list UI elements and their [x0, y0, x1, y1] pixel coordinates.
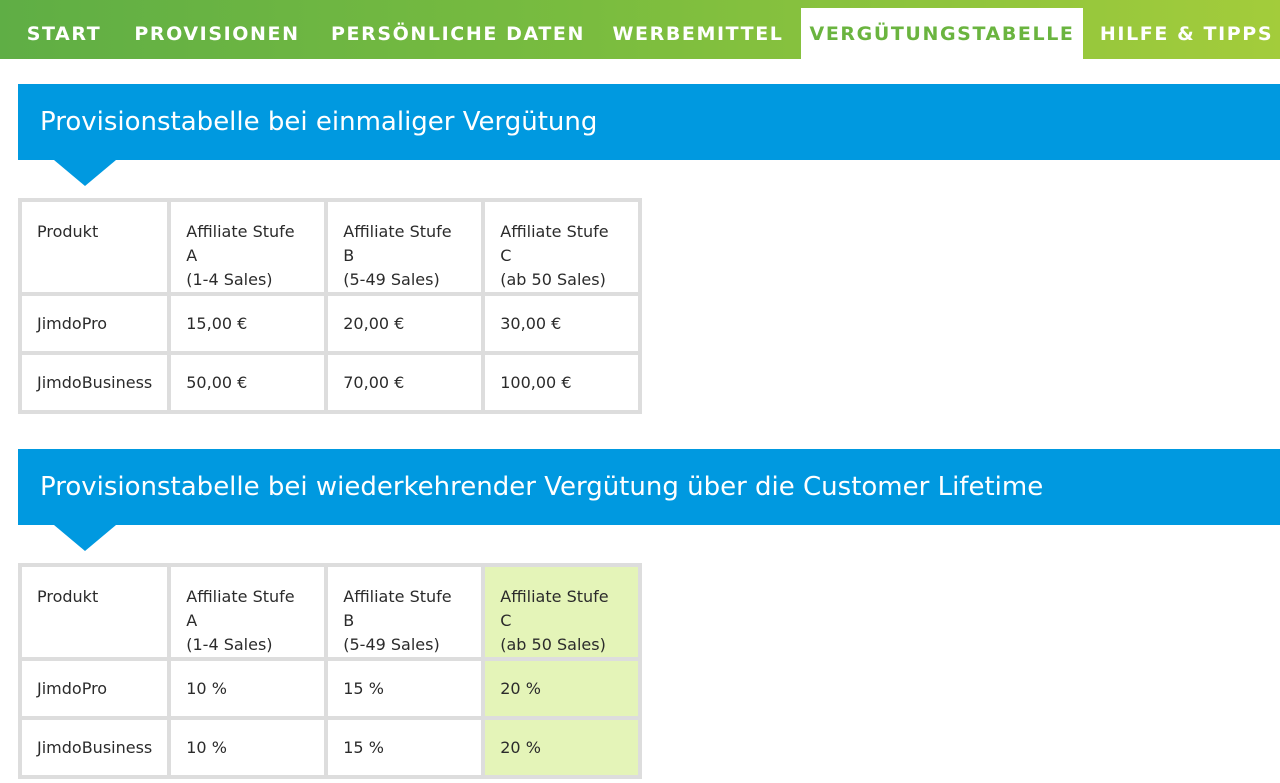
header-cell-produkt: Produkt [22, 567, 168, 657]
header-line1: Affiliate Stufe B [343, 587, 452, 630]
section-two-title: Provisionstabelle bei wiederkehrender Ve… [40, 472, 1044, 502]
table-header-row: Produkt Affiliate Stufe A (1-4 Sales) Aff… [22, 567, 639, 657]
nav-tab-persoenliche-daten[interactable]: PERSÖNLICHE DATEN [331, 22, 585, 45]
header-line1: Affiliate Stufe C [500, 587, 609, 630]
header-cell-stufe-c-highlighted: Affiliate Stufe C (ab 50 Sales) [485, 567, 639, 657]
header-cell-stufe-a: Affiliate Stufe A (1-4 Sales) [171, 202, 325, 292]
table-row: JimdoBusiness 50,00 € 70,00 € 100,00 € [22, 355, 639, 410]
table-cell-value: 15 % [328, 720, 482, 775]
header-line1: Affiliate Stufe A [186, 587, 295, 630]
header-cell-stufe-c: Affiliate Stufe C (ab 50 Sales) [485, 202, 639, 292]
table-row: JimdoPro 15,00 € 20,00 € 30,00 € [22, 296, 639, 351]
header-line1: Produkt [37, 587, 99, 606]
section-one-title: Provisionstabelle bei einmaliger Vergütu… [40, 107, 598, 137]
table-cell-value: 70,00 € [328, 355, 482, 410]
header-line2: (1-4 Sales) [186, 270, 273, 289]
table-cell-value: 15,00 € [171, 296, 325, 351]
section-one-banner: Provisionstabelle bei einmaliger Vergütu… [18, 84, 1280, 186]
header-line1: Produkt [37, 222, 99, 241]
nav-tab-start[interactable]: START [26, 22, 102, 45]
table-cell-product: JimdoPro [22, 661, 168, 716]
nav-tab-werbemittel[interactable]: WERBEMITTEL [612, 22, 784, 45]
table-cell-value: 10 % [171, 720, 325, 775]
table-cell-value-highlighted: 20 % [485, 720, 639, 775]
table-cell-value: 100,00 € [485, 355, 639, 410]
header-line2: (5-49 Sales) [343, 270, 440, 289]
header-line1: Affiliate Stufe C [500, 222, 609, 265]
table-row: JimdoPro 10 % 15 % 20 % [22, 661, 639, 716]
header-line2: (5-49 Sales) [343, 635, 440, 654]
recurring-commission-table: Produkt Affiliate Stufe A (1-4 Sales) Aff… [18, 563, 643, 779]
one-time-commission-table: Produkt Affiliate Stufe A (1-4 Sales) Aff… [18, 198, 643, 414]
banner-arrow-icon [54, 525, 116, 551]
header-line2: (ab 50 Sales) [500, 270, 606, 289]
header-cell-produkt: Produkt [22, 202, 168, 292]
header-cell-stufe-b: Affiliate Stufe B (5-49 Sales) [328, 567, 482, 657]
header-line2: (1-4 Sales) [186, 635, 273, 654]
table-row: JimdoBusiness 10 % 15 % 20 % [22, 720, 639, 775]
table-header-row: Produkt Affiliate Stufe A (1-4 Sales) Aff… [22, 202, 639, 292]
table-cell-value: 20,00 € [328, 296, 482, 351]
header-line2: (ab 50 Sales) [500, 635, 606, 654]
table-cell-value: 15 % [328, 661, 482, 716]
nav-tab-verguetungstabelle[interactable]: VERGÜTUNGSTABELLE [801, 8, 1083, 59]
table-cell-value: 10 % [171, 661, 325, 716]
nav-tab-hilfe-tipps[interactable]: HILFE & TIPPS [1099, 22, 1274, 45]
header-line1: Affiliate Stufe A [186, 222, 295, 265]
table-cell-product: JimdoPro [22, 296, 168, 351]
table-cell-value: 50,00 € [171, 355, 325, 410]
table-cell-value: 30,00 € [485, 296, 639, 351]
nav-tab-provisionen[interactable]: PROVISIONEN [134, 22, 300, 45]
banner-arrow-icon [54, 160, 116, 186]
table-cell-product: JimdoBusiness [22, 355, 168, 410]
section-two-banner: Provisionstabelle bei wiederkehrender Ve… [18, 449, 1280, 551]
header-cell-stufe-a: Affiliate Stufe A (1-4 Sales) [171, 567, 325, 657]
header-line1: Affiliate Stufe B [343, 222, 452, 265]
header-cell-stufe-b: Affiliate Stufe B (5-49 Sales) [328, 202, 482, 292]
table-cell-value-highlighted: 20 % [485, 661, 639, 716]
main-navigation: START PROVISIONEN PERSÖNLICHE DATEN WERB… [0, 0, 1280, 59]
table-cell-product: JimdoBusiness [22, 720, 168, 775]
